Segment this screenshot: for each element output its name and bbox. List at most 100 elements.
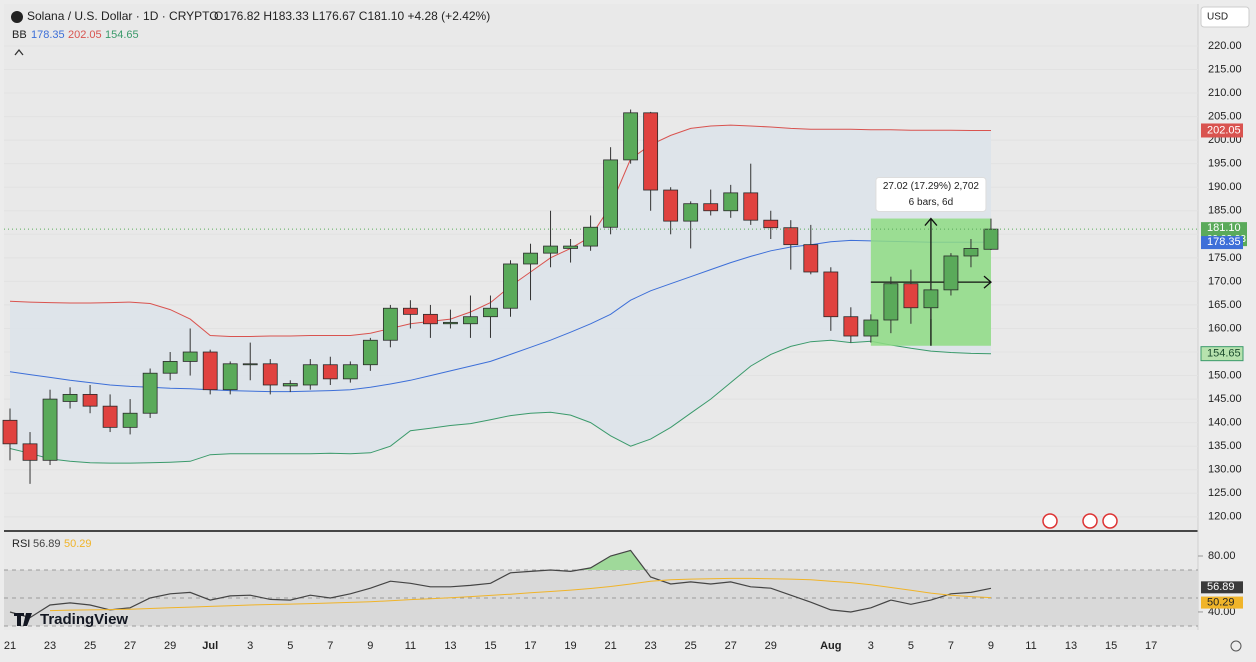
y-tick-label: 210.00 [1208,87,1242,99]
x-tick-label: 27 [124,640,136,652]
candle-body [202,351,218,391]
y-tick-label: 205.00 [1208,110,1242,122]
y-tick-label: 195.00 [1208,158,1242,170]
candle-body [583,226,598,247]
measure-label: 27.02 (17.29%) 2,702 [883,181,980,192]
indicator-value: 202.05 [68,29,102,41]
currency-dropdown[interactable] [1200,6,1250,28]
y-tick-label: 185.00 [1208,205,1242,217]
price-tag-label: 154.65 [1207,348,1241,360]
y-tick-label: 125.00 [1208,487,1242,499]
candle-body [943,255,959,291]
indicator-value: 56.89 [33,538,61,550]
candle-body [643,112,659,191]
indicator-label: BB [12,29,27,41]
x-tick-label: 7 [948,640,954,652]
candle-body [783,227,799,246]
candle-body [863,319,879,337]
y-tick-label: 170.00 [1208,275,1242,287]
band-line [9,239,992,393]
candle-body [983,228,999,250]
price-tag [1201,123,1243,138]
rsi-tag [1201,581,1243,594]
candle-body [903,283,919,309]
collapse-button[interactable] [14,48,24,56]
price-tag [1201,236,1243,250]
flag-icon[interactable] [1102,513,1118,529]
x-tick-label: 13 [1065,640,1077,652]
x-tick-label: 11 [405,640,416,652]
candle-body [42,398,58,461]
x-tick-label: 17 [524,640,536,652]
settings-icon[interactable] [1230,640,1242,652]
candle-body [483,307,498,318]
x-tick-label: 3 [247,640,253,652]
rsi-tag-label: 56.89 [1207,581,1235,593]
layer: 120.00 125.00 130.00 135.00 140.00 145.00 150.… [2,40,1247,652]
x-tick-label: 11 [1025,640,1036,652]
y-tick-label: 40.00 [1208,606,1236,618]
x-tick-label: 23 [645,640,657,652]
y-tick-label: 220.00 [1208,40,1242,52]
y-tick-label: 145.00 [1208,393,1242,405]
x-tick-label: 3 [868,640,874,652]
y-tick-label: 190.00 [1208,181,1242,193]
candle-body [362,339,378,366]
y-tick-label: 130.00 [1208,464,1242,476]
rsi-tag-label: 50.29 [1207,596,1235,608]
y-tick-label: 135.00 [1208,440,1242,452]
rsi-line [49,577,992,612]
candle-body [302,364,318,386]
candle-body [703,203,719,212]
event-flags [1042,513,1118,529]
x-tick-label: 9 [367,640,373,652]
band-line [9,124,991,337]
y-tick-label: 140.00 [1208,417,1242,429]
candle-body [883,283,899,321]
candle-body [923,289,939,309]
symbol-icon [11,11,23,23]
price-tag-label: 178.35 [1207,236,1241,248]
candle-body [382,307,398,341]
candle-body [463,316,478,325]
x-tick-label: 19 [564,640,576,652]
indicator-value: 50.29 [64,538,92,550]
candle-body [603,159,618,228]
x-tick-label: 29 [765,640,777,652]
ohlc-legend: O176.82 H183.33 L176.67 C181.10 +4.28 (+… [214,9,490,23]
candle-body [102,405,118,428]
watermark: TradingView [40,611,128,628]
currency-label: USD [1207,12,1228,23]
flag-icon[interactable] [1042,513,1058,529]
rsi-tag [1201,596,1243,609]
y-tick-label: 120.00 [1208,511,1242,523]
candle-body [563,245,578,249]
candle-body [743,192,759,221]
band-line [9,339,992,464]
candle-body [222,363,238,391]
measure-label: 6 bars, 6d [909,197,953,208]
candle-body [843,316,859,337]
candle-body [142,372,158,414]
candle-body [503,263,518,309]
flag-icon[interactable] [1082,513,1098,529]
price-tag [1200,346,1244,362]
candle-body [122,412,138,428]
y-tick-label: 160.00 [1208,322,1242,334]
x-tick-label: 5 [287,640,293,652]
x-tick-label: 5 [908,640,914,652]
candle-body [322,364,338,380]
candle-body [683,203,699,222]
measure-arrowhead [983,275,992,289]
candle-body [963,248,979,257]
x-tick-label: Jul [202,640,218,652]
y-tick-label: 150.00 [1208,369,1242,381]
candle-body [262,363,278,386]
candle-body [62,393,78,402]
watermark-logo [14,613,32,626]
x-tick-label: 7 [327,640,333,652]
candle-body [763,219,779,229]
candle-body [282,383,298,387]
candle-body [242,363,258,366]
candle-body [823,271,839,318]
